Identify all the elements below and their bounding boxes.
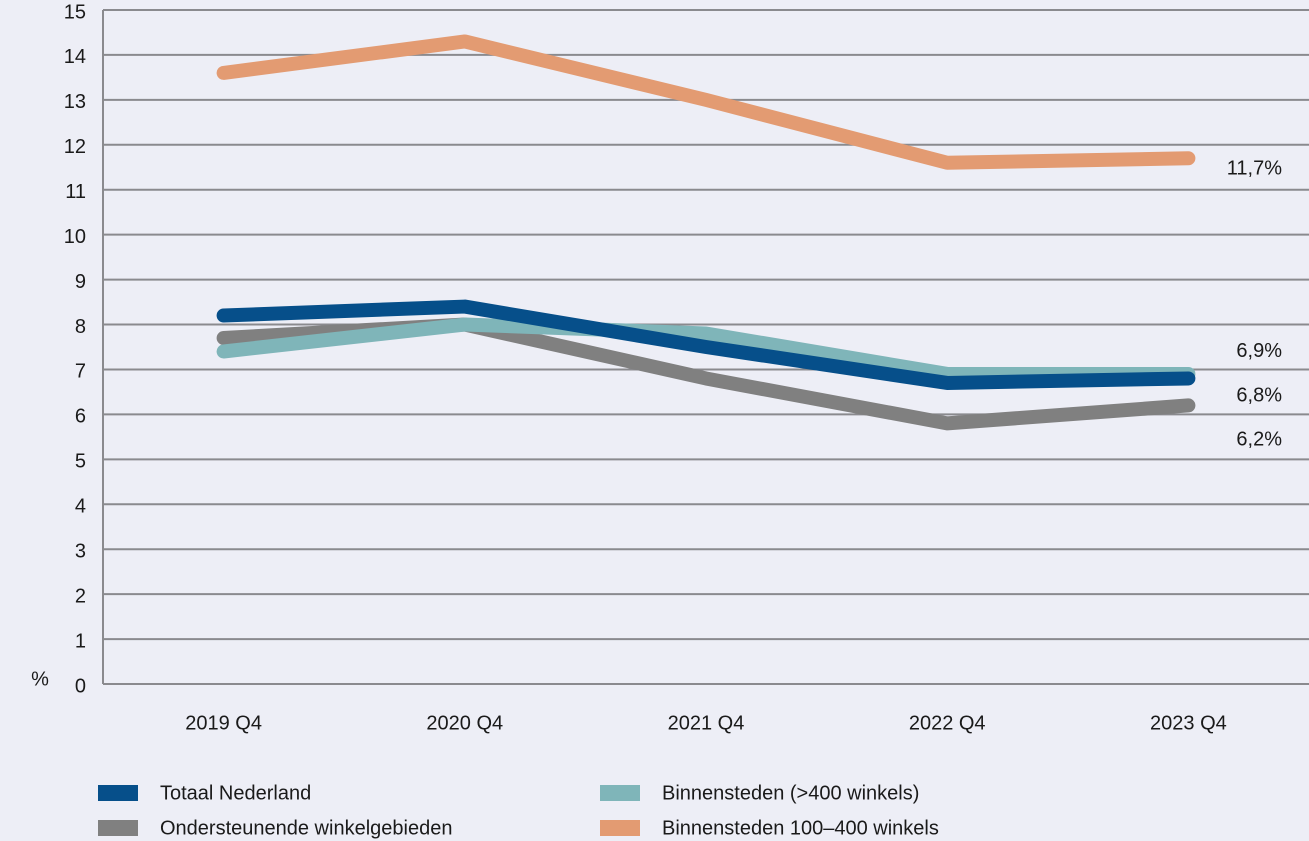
y-tick-label: 10 [64, 226, 86, 248]
series-line [216, 34, 1196, 170]
series-line [216, 299, 1196, 390]
legend-swatch [600, 820, 640, 836]
legend-label: Totaal Nederland [160, 782, 311, 804]
legend-label: Binnensteden (>400 winkels) [662, 782, 919, 804]
y-tick-label: 0 [75, 675, 86, 697]
value-label: 6,9% [1236, 340, 1282, 362]
legend-label: Binnensteden 100–400 winkels [662, 817, 939, 839]
x-tick-label: 2020 Q4 [426, 712, 503, 734]
x-tick-label: 2022 Q4 [909, 712, 986, 734]
y-tick-label: 7 [75, 361, 86, 383]
y-tick-label: 1 [75, 630, 86, 652]
y-tick-label: 14 [64, 46, 86, 68]
y-tick-label: 12 [64, 136, 86, 158]
value-label: 6,8% [1236, 385, 1282, 407]
legend-swatch [600, 785, 640, 801]
y-tick-label: 3 [75, 540, 86, 562]
y-tick-label: 5 [75, 451, 86, 473]
y-tick-label: 6 [75, 406, 86, 428]
x-tick-label: 2019 Q4 [185, 712, 262, 734]
legend-label: Ondersteunende winkelgebieden [160, 817, 452, 839]
legend-swatch [98, 785, 138, 801]
y-tick-label: 9 [75, 271, 86, 293]
series-line [216, 317, 1196, 381]
y-axis-label: % [31, 668, 49, 690]
y-tick-label: 11 [65, 181, 86, 203]
y-tick-label: 4 [75, 496, 86, 518]
x-tick-label: 2023 Q4 [1150, 712, 1227, 734]
y-tick-label: 15 [64, 1, 86, 23]
y-tick-label: 2 [75, 585, 86, 607]
value-label: 11,7% [1227, 158, 1282, 180]
y-tick-label: 8 [75, 316, 86, 338]
value-label: 6,2% [1236, 429, 1282, 451]
legend-swatch [98, 820, 138, 836]
y-tick-label: 13 [64, 91, 86, 113]
x-tick-label: 2021 Q4 [668, 712, 745, 734]
